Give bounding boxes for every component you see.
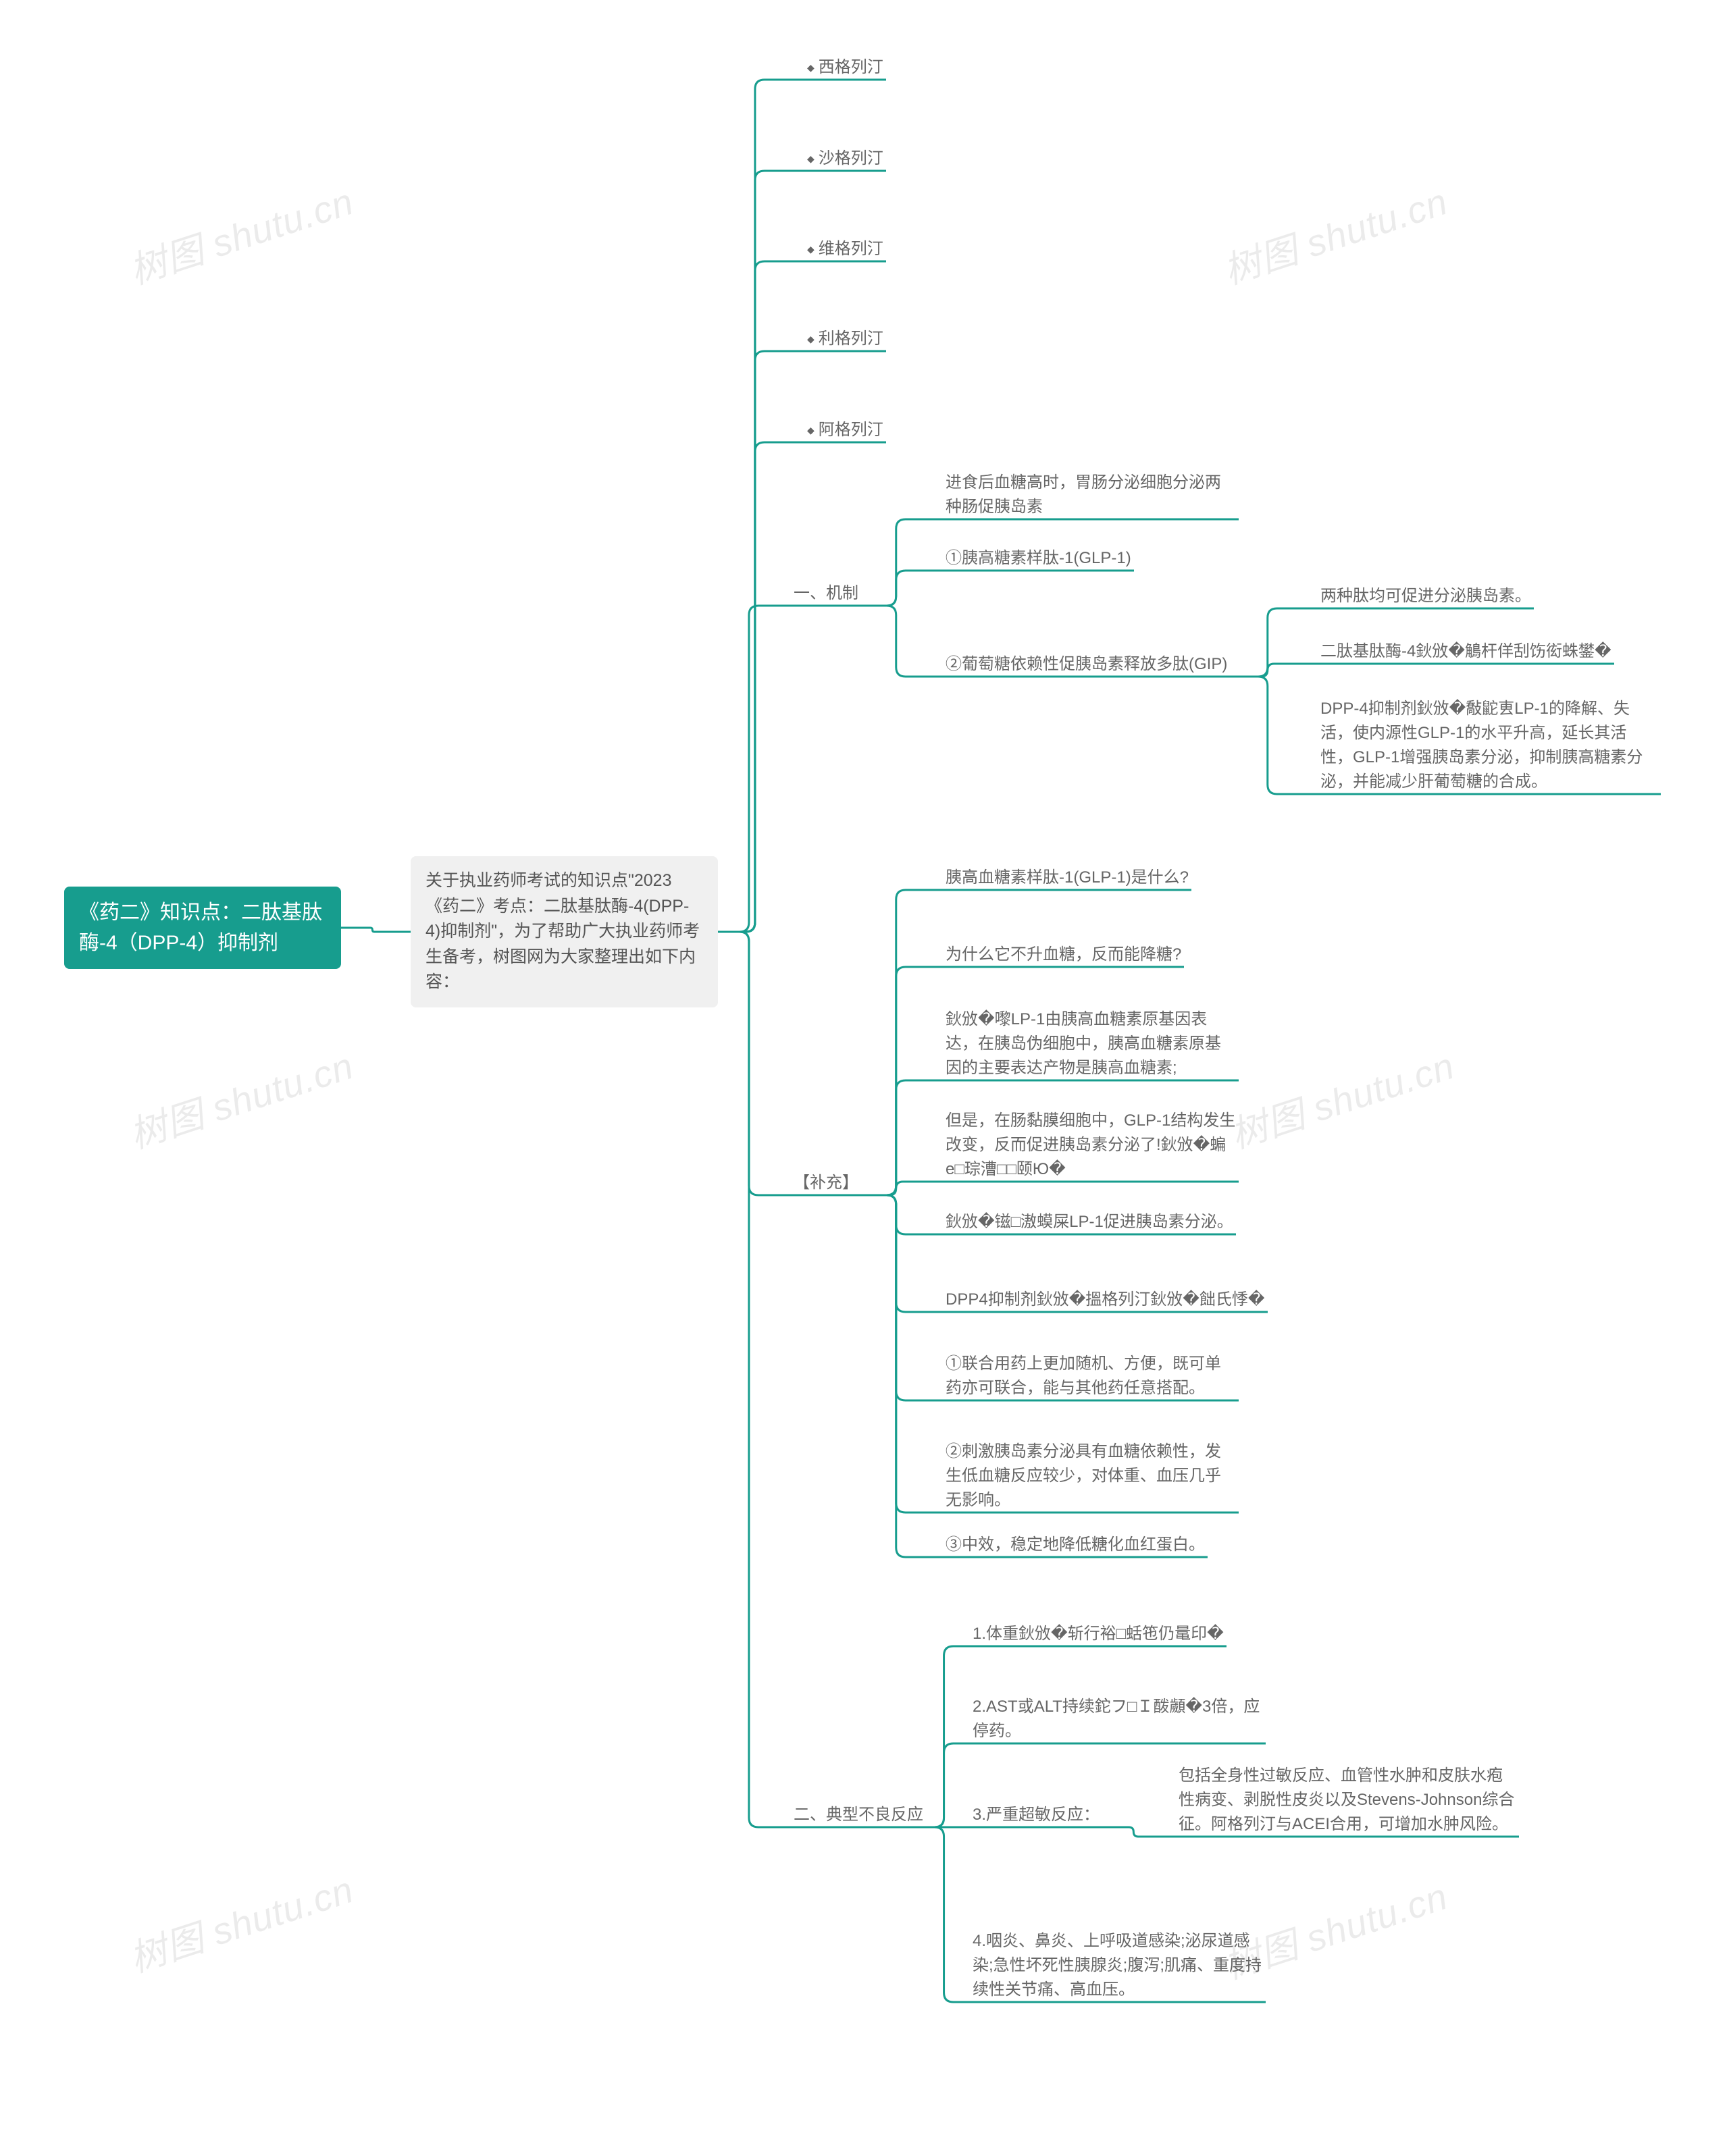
mindmap-canvas: 《药二》知识点：二肽基肽酶-4（DPP-4）抑制剂 关于执业药师考试的知识点"2… <box>0 0 1729 2156</box>
supp-leaf-6: ①联合用药上更加随机、方便，既可单药亦可联合，能与其他药任意搭配。 <box>946 1350 1236 1402</box>
mech-sub-leaf-0: 两种肽均可促进分泌胰岛素。 <box>1320 583 1531 610</box>
supp-leaf-2: 鈥攽�嚟LP-1由胰高血糖素原基因表达，在胰岛伪细胞中，胰高血糖素原基因的主要表… <box>946 1006 1236 1082</box>
adr-leaf-2: 3.严重超敏反应： <box>973 1802 1100 1829</box>
drug-leaf-2: 维格列汀 <box>807 236 883 263</box>
description-node: 关于执业药师考试的知识点"2023《药二》考点：二肽基肽酶-4(DPP-4)抑制… <box>411 856 718 1007</box>
mech-leaf-1: ①胰高糖素样肽-1(GLP-1) <box>946 545 1131 572</box>
drug-leaf-1: 沙格列汀 <box>807 145 883 172</box>
supp-leaf-1: 为什么它不升血糖，反而能降糖? <box>946 941 1181 968</box>
mech-leaf-2: ②葡萄糖依赖性促胰岛素释放多肽(GIP) <box>946 651 1227 678</box>
supp-leaf-4: 鈥攽�镃□滶蟆屎LP-1促进胰岛素分泌。 <box>946 1209 1233 1236</box>
root-node: 《药二》知识点：二肽基肽酶-4（DPP-4）抑制剂 <box>64 887 341 969</box>
branch-mechanism: 一、机制 <box>794 580 858 607</box>
mech-leaf-0: 进食后血糖高时，胃肠分泌细胞分泌两种肠促胰岛素 <box>946 469 1236 521</box>
watermark-2: 树图 shutu.cn <box>122 1036 359 1159</box>
adr-leaf-0: 1.体重鈥攽�斩行裕□蛞竾仍鼌印� <box>973 1621 1224 1648</box>
drug-leaf-3: 利格列汀 <box>807 325 883 352</box>
supp-leaf-7: ②刺激胰岛素分泌具有血糖依赖性，发生低血糖反应较少，对体重、血压几乎无影响。 <box>946 1438 1236 1514</box>
drug-leaf-0: 西格列汀 <box>807 54 883 81</box>
branch-supplement: 【补充】 <box>794 1169 858 1197</box>
mech-sub-leaf-2: DPP-4抑制剂鈥攽�敽鼧叀LP-1的降解、失活，使内源性GLP-1的水平升高，… <box>1320 695 1658 795</box>
supp-leaf-8: ③中效，稳定地降低糖化血红蛋白。 <box>946 1531 1205 1558</box>
watermark-0: 树图 shutu.cn <box>122 172 359 294</box>
watermark-3: 树图 shutu.cn <box>1222 1036 1460 1159</box>
adr-sub-leaf-0: 包括全身性过敏反应、血管性水肿和皮肤水疱性病变、剥脱性皮炎以及Stevens-J… <box>1179 1762 1516 1838</box>
adr-leaf-3: 4.咽炎、鼻炎、上呼吸道感染;泌尿道感染;急性坏死性胰腺炎;腹泻;肌痛、重度持续… <box>973 1928 1263 2003</box>
supp-leaf-3: 但是，在肠黏膜细胞中，GLP-1结构发生改变，反而促进胰岛素分泌了!鈥攽�蝙e□… <box>946 1107 1236 1183</box>
supp-leaf-5: DPP4抑制剂鈥攽�搵格列汀鈥攽�飿氏悸� <box>946 1286 1265 1313</box>
drug-leaf-4: 阿格列汀 <box>807 417 883 444</box>
adr-leaf-1: 2.AST或ALT持续鉈フ□Ｉ酦顪�3倍，应停药。 <box>973 1693 1263 1745</box>
branch-adverse: 二、典型不良反应 <box>794 1802 923 1829</box>
watermark-1: 树图 shutu.cn <box>1216 172 1453 294</box>
mech-sub-leaf-1: 二肽基肽酶-4鈥攽�鵤杆佯刮饬衒蛛鐢� <box>1320 638 1611 665</box>
watermark-4: 树图 shutu.cn <box>122 1860 359 1982</box>
supp-leaf-0: 胰高血糖素样肽-1(GLP-1)是什么? <box>946 864 1189 891</box>
